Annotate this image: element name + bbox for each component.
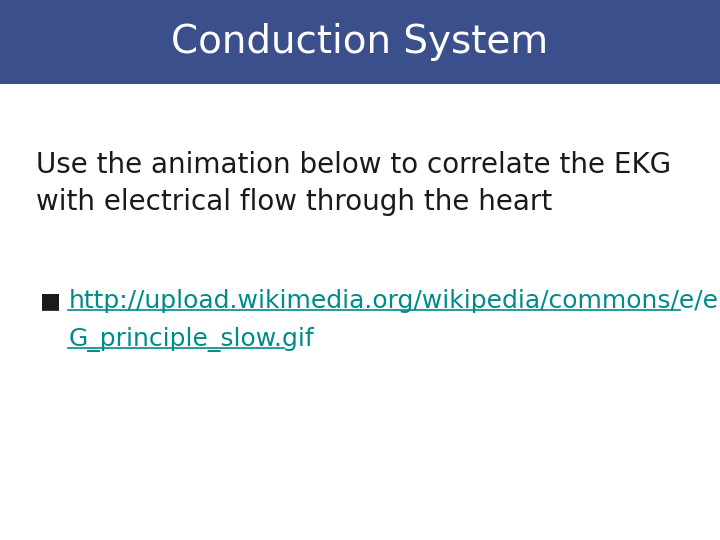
- Text: G_principle_slow.gif: G_principle_slow.gif: [68, 327, 314, 352]
- Text: Conduction System: Conduction System: [171, 23, 549, 61]
- Text: ■: ■: [40, 292, 60, 312]
- Text: Use the animation below to correlate the EKG
with electrical flow through the he: Use the animation below to correlate the…: [36, 151, 671, 216]
- Text: http://upload.wikimedia.org/wikipedia/commons/e/e5/EC: http://upload.wikimedia.org/wikipedia/co…: [68, 289, 720, 313]
- FancyBboxPatch shape: [0, 0, 720, 84]
